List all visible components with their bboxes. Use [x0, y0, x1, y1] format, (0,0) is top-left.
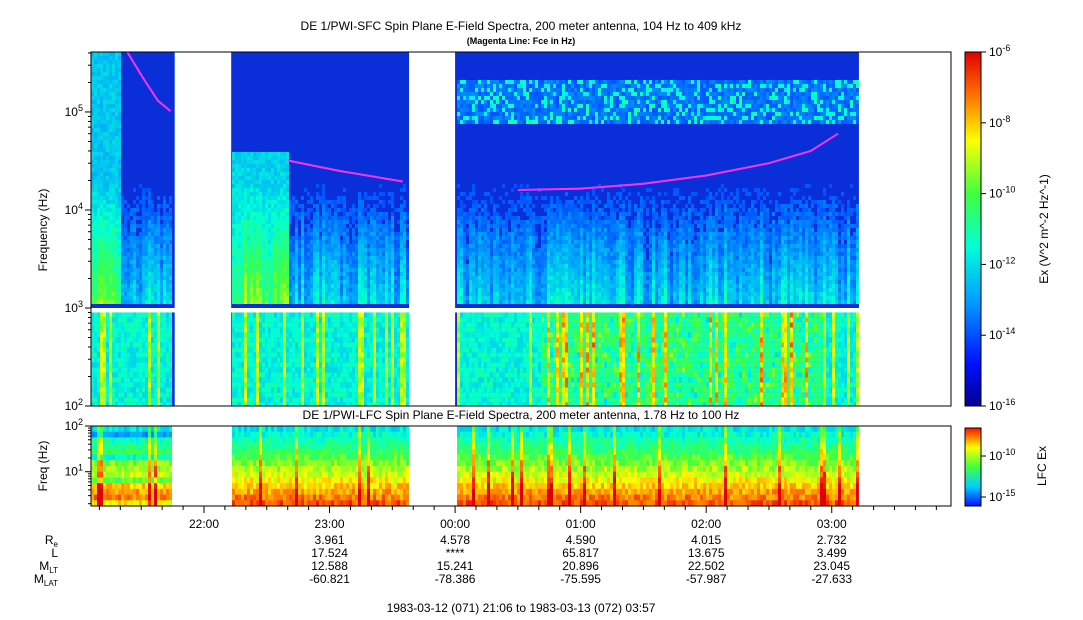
lfc-y-axis-label: Freq (Hz)	[36, 441, 50, 492]
lfc-heatmap	[91, 426, 951, 506]
time-tick-label: 23:00	[315, 517, 345, 531]
ephemeris-value: 15.241	[437, 559, 474, 573]
sfc-colorbar-ticks: 10-6 10-8 10-10 10-12 10-14 10-16	[981, 43, 1015, 413]
lfc-panel-border	[90, 425, 952, 507]
sfc-y-axis-label: Frequency (Hz)	[36, 189, 50, 272]
sfc-y-axis: 102 103 104 105	[65, 52, 91, 413]
time-tick-label: 22:00	[189, 517, 219, 531]
lfc-y-axis: 101 102	[65, 417, 91, 505]
sfc-y-tick-label: 105	[65, 103, 83, 119]
fce-line-segment	[287, 159, 403, 183]
time-range-label: 1983-03-12 (071) 21:06 to 1983-03-13 (07…	[387, 601, 656, 615]
lfc-data-gap	[174, 426, 232, 506]
sfc-data-gap	[409, 52, 456, 406]
lfc-colorbar: 10-10 10-15 LFC Ex	[964, 427, 1049, 507]
sfc-colorbar-label: Ex (V^2 m^-2 Hz^-1)	[1037, 174, 1051, 284]
lfc-title: DE 1/PWI-LFC Spin Plane E-Field Spectra,…	[303, 408, 740, 422]
time-tick-label: 01:00	[566, 517, 596, 531]
lfc-colorbar-tick-label: 10-15	[989, 488, 1015, 504]
ephemeris-value: 2.732	[817, 533, 847, 547]
sfc-spectrogram: 102 103 104 105 Frequency (Hz)	[36, 51, 952, 413]
sfc-colorbar-tick-label: 10-10	[989, 185, 1015, 201]
lfc-y-tick-label: 102	[65, 417, 83, 433]
ephemeris-value: 23.045	[813, 559, 850, 573]
ephemeris-row-label: L	[51, 546, 58, 560]
ephemeris-value: 4.578	[440, 533, 470, 547]
ephemeris-value: 17.524	[311, 546, 348, 560]
lfc-colorbar-label: LFC Ex	[1035, 446, 1049, 486]
ephemeris-value: 65.817	[562, 546, 599, 560]
fce-line	[126, 52, 839, 191]
lfc-colorbar-ticks: 10-10 10-15	[981, 447, 1015, 504]
ephemeris-value: 13.675	[688, 546, 725, 560]
ephemeris-value: -78.386	[435, 572, 476, 586]
ephemeris-value: 22.502	[688, 559, 725, 573]
sfc-colorbar-tick-label: 10-12	[989, 255, 1015, 271]
fce-line-segment	[126, 52, 172, 112]
time-tick-label: 03:00	[817, 517, 847, 531]
ephemeris-value: 3.961	[315, 533, 345, 547]
ephemeris-value: 4.590	[566, 533, 596, 547]
ephemeris-value: ****	[446, 546, 465, 560]
lfc-colorbar-gradient	[964, 427, 982, 507]
lfc-y-tick-label: 101	[65, 463, 83, 479]
time-tick-label: 00:00	[440, 517, 470, 531]
time-tick-label: 02:00	[691, 517, 721, 531]
sfc-panel-border	[90, 51, 952, 407]
sfc-colorbar-tick-label: 10-6	[989, 43, 1010, 59]
ephemeris-value: 4.015	[691, 533, 721, 547]
lfc-colorbar-tick-label: 10-10	[989, 447, 1015, 463]
ephemeris-value: -75.595	[560, 572, 601, 586]
time-axis: 22:00 23:00 00:00 01:00 02:00 03:00	[98, 506, 937, 531]
sfc-y-tick-label: 104	[65, 201, 83, 217]
chart-title: DE 1/PWI-SFC Spin Plane E-Field Spectra,…	[301, 19, 742, 33]
lfc-data-gap	[409, 426, 456, 506]
sfc-y-tick-label: 102	[65, 397, 83, 413]
ephemeris-value: 3.499	[817, 546, 847, 560]
sfc-data-gap	[174, 52, 232, 406]
sfc-colorbar-tick-label: 10-16	[989, 397, 1015, 413]
sfc-y-tick-label: 103	[65, 299, 83, 315]
sfc-colorbar-gradient	[964, 51, 982, 407]
ephemeris-value: -60.821	[309, 572, 350, 586]
sfc-heatmap	[91, 52, 951, 406]
fce-line-segment	[517, 132, 839, 191]
ephemeris-value: -57.987	[686, 572, 727, 586]
sfc-colorbar-tick-label: 10-14	[989, 326, 1015, 342]
sfc-colorbar: 10-6 10-8 10-10 10-12 10-14 10-16 Ex (V^2 m^-…	[964, 43, 1051, 413]
ephemeris-value: 20.896	[562, 559, 599, 573]
lfc-spectrogram: 101 102 Freq (Hz)	[36, 417, 952, 507]
sfc-colorbar-tick-label: 10-8	[989, 114, 1010, 130]
ephemeris-value: 12.588	[311, 559, 348, 573]
ephemeris-value: -27.633	[811, 572, 852, 586]
chart-subtitle: (Magenta Line: Fce in Hz)	[467, 36, 576, 46]
